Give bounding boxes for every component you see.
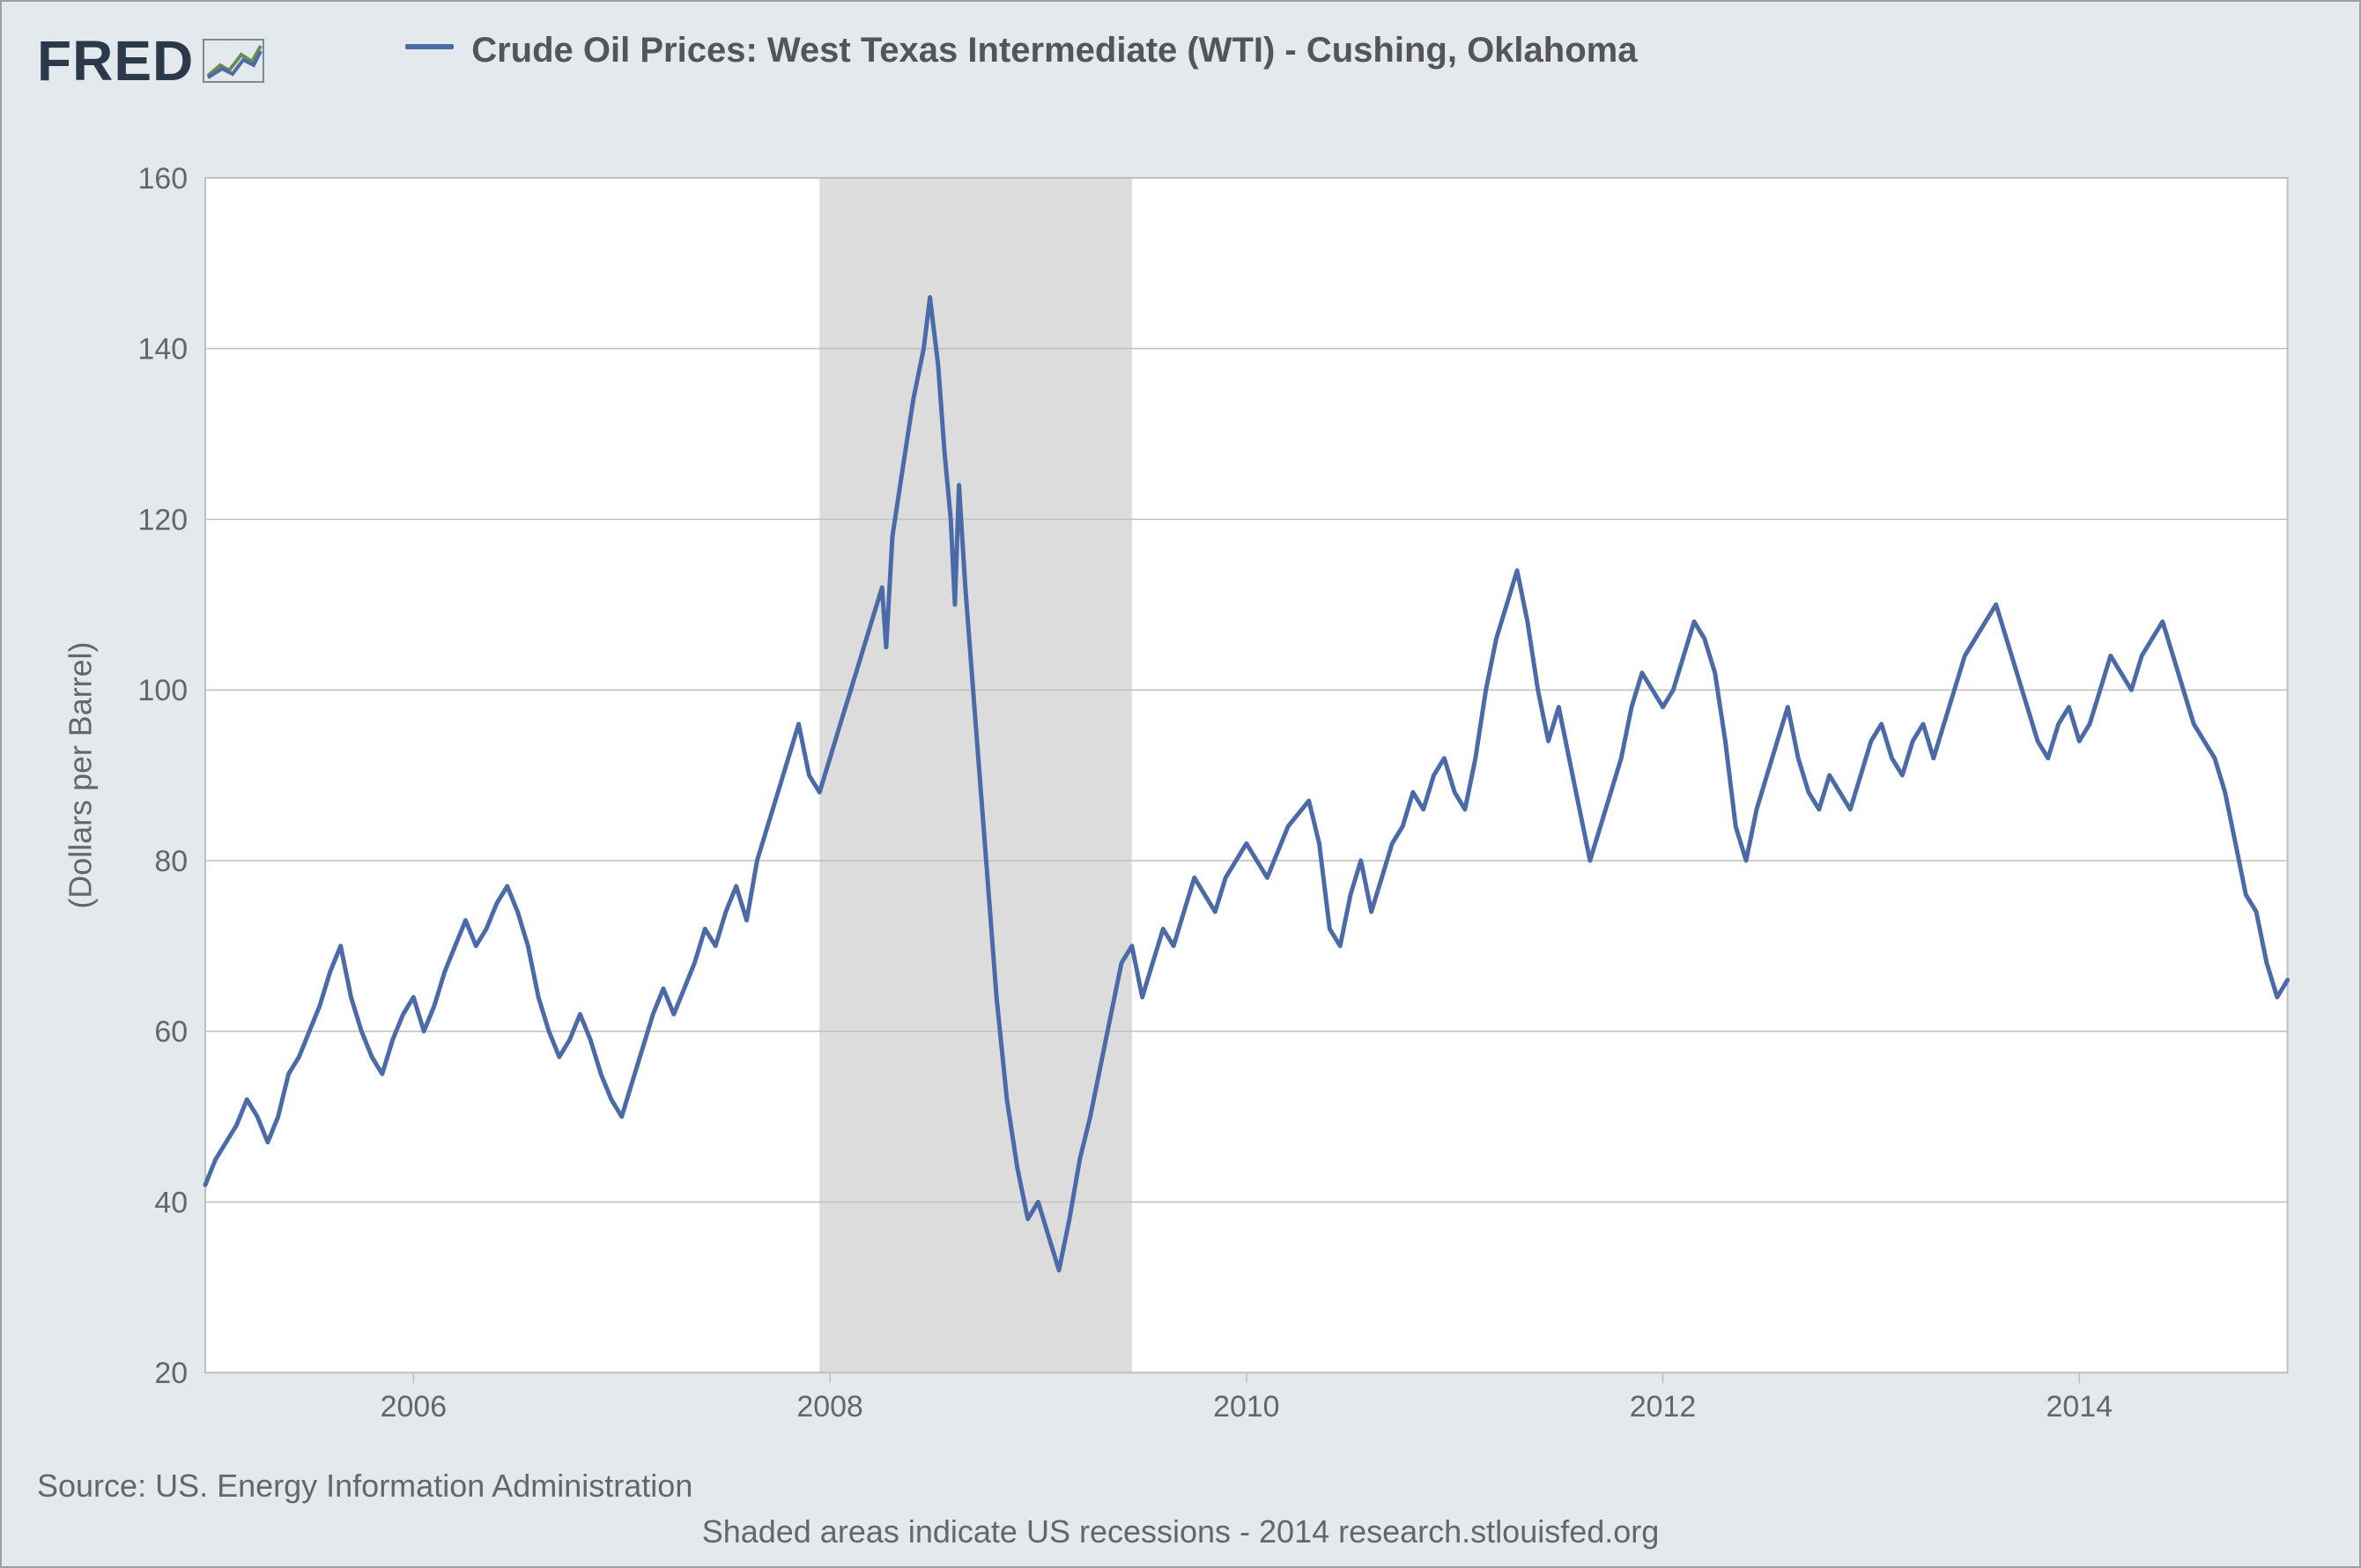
svg-text:80: 80 bbox=[154, 845, 188, 878]
fred-logo: FRED bbox=[37, 28, 264, 93]
svg-text:2008: 2008 bbox=[796, 1390, 862, 1424]
recession-note: Shaded areas indicate US recessions - 20… bbox=[37, 1513, 2324, 1550]
svg-text:2006: 2006 bbox=[381, 1390, 447, 1424]
legend: Crude Oil Prices: West Texas Intermediat… bbox=[405, 28, 1637, 72]
legend-label: Crude Oil Prices: West Texas Intermediat… bbox=[471, 28, 1637, 72]
svg-text:2010: 2010 bbox=[1213, 1390, 1279, 1424]
svg-text:(Dollars per Barrel): (Dollars per Barrel) bbox=[63, 642, 98, 909]
svg-text:2014: 2014 bbox=[2046, 1390, 2113, 1424]
footer: Source: US. Energy Information Administr… bbox=[37, 1468, 2324, 1550]
source-text: Source: US. Energy Information Administr… bbox=[37, 1468, 2324, 1505]
svg-text:160: 160 bbox=[138, 162, 189, 196]
chart-card: FRED Crude Oil Prices: West Texas Interm… bbox=[0, 0, 2361, 1568]
logo-text: FRED bbox=[37, 28, 194, 93]
line-chart: 20 40 60 80 100 120 140 160 2006 2008 2010 2012 2014… bbox=[37, 152, 2324, 1452]
legend-swatch bbox=[405, 44, 454, 49]
chart-area: 20 40 60 80 100 120 140 160 2006 2008 2010 2012 2014… bbox=[37, 152, 2324, 1452]
svg-text:120: 120 bbox=[138, 503, 189, 536]
svg-text:60: 60 bbox=[154, 1016, 188, 1049]
svg-text:100: 100 bbox=[138, 674, 189, 707]
svg-text:20: 20 bbox=[154, 1357, 188, 1390]
svg-text:2012: 2012 bbox=[1630, 1390, 1696, 1424]
svg-text:40: 40 bbox=[154, 1186, 188, 1219]
svg-text:140: 140 bbox=[138, 333, 189, 366]
logo-chart-icon bbox=[203, 39, 264, 83]
header: FRED Crude Oil Prices: West Texas Interm… bbox=[37, 28, 2324, 134]
